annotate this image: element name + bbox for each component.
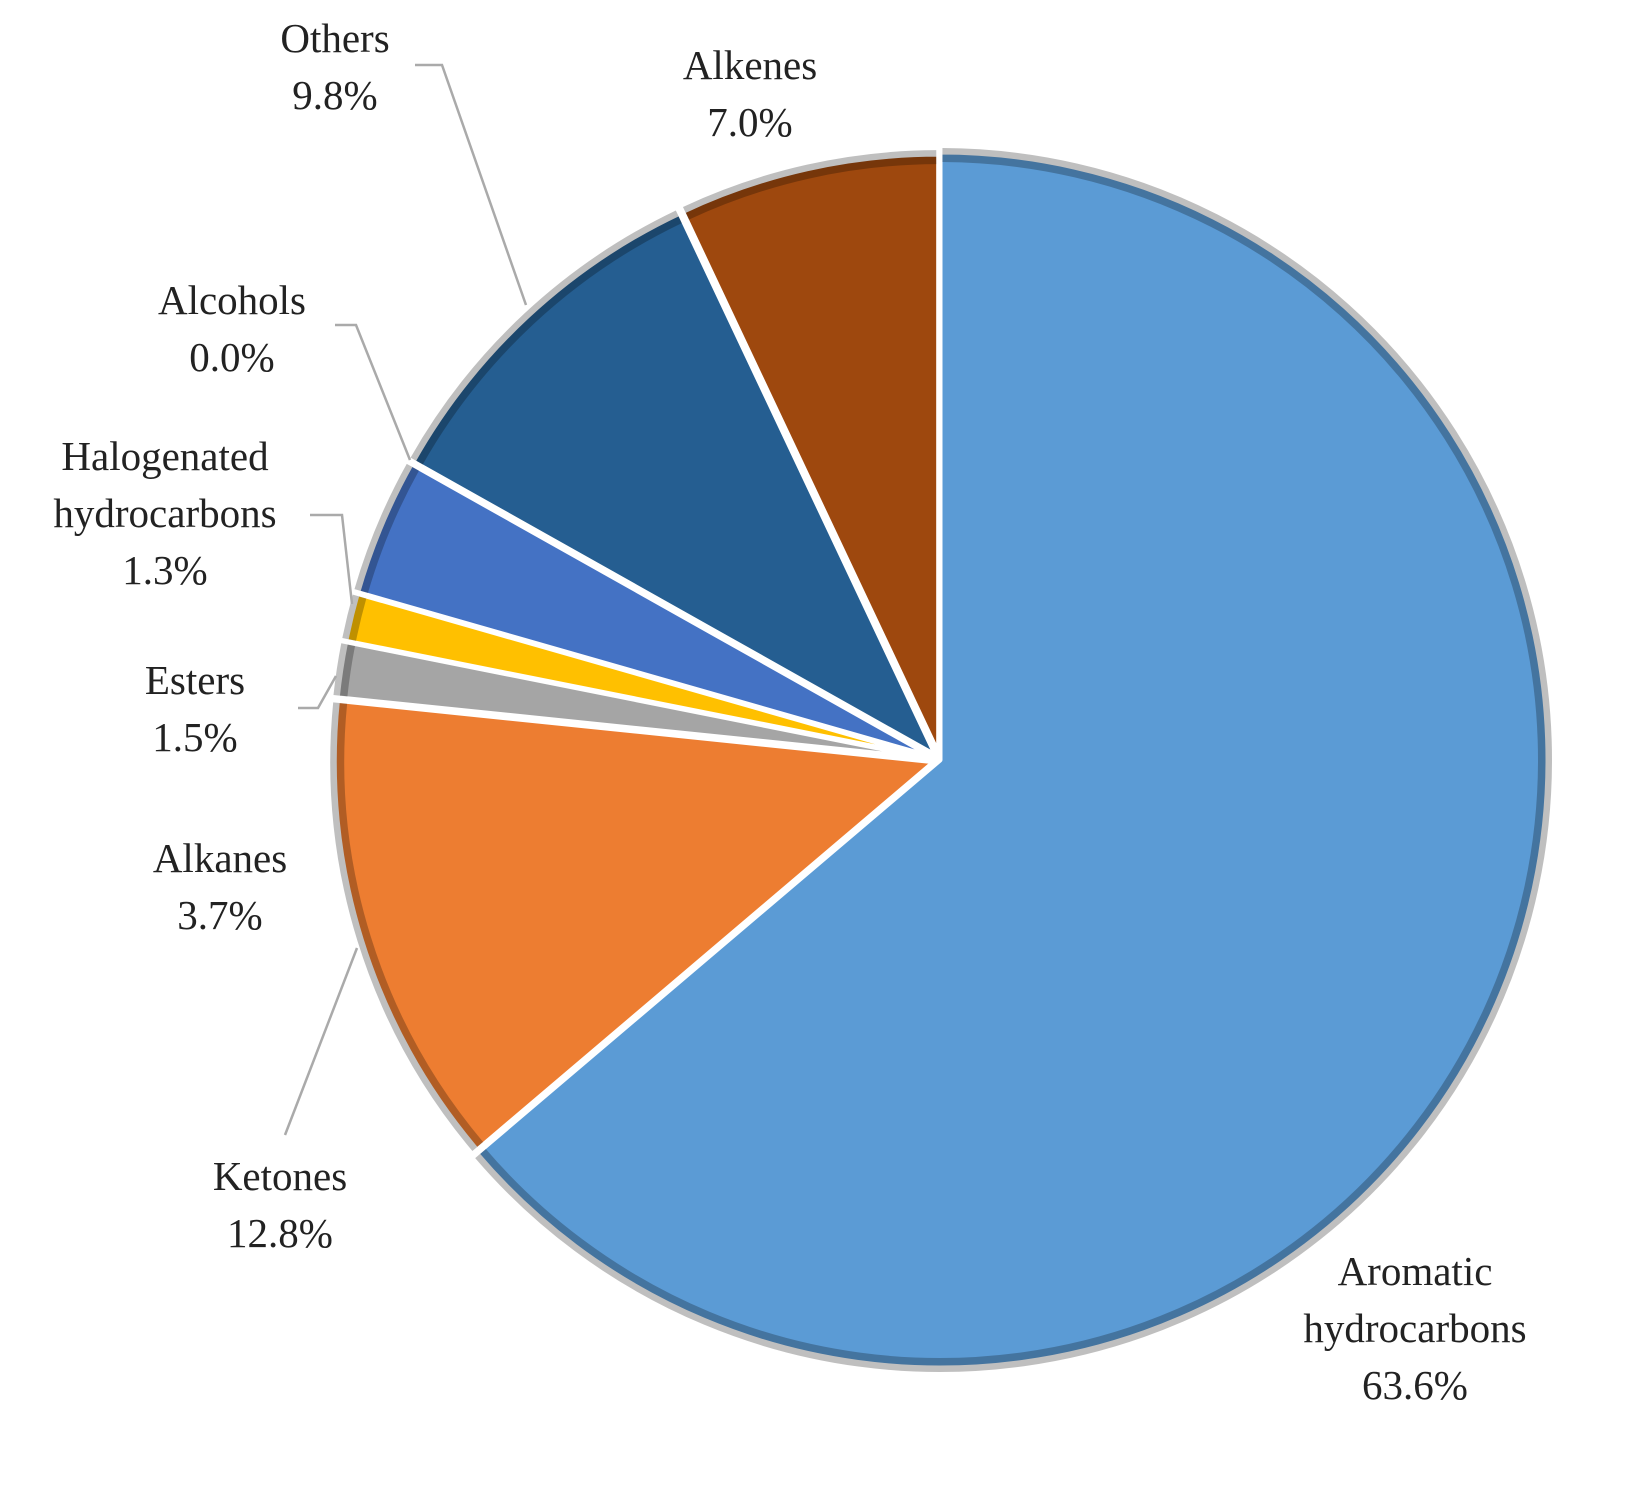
data-label: Others 9.8%: [235, 10, 435, 124]
pie-slice: [680, 151, 942, 757]
data-label: Alkanes 3.7%: [110, 830, 330, 944]
leader-line: [283, 947, 359, 1136]
slice-rim: [354, 463, 419, 594]
category-name: Alcohols: [157, 277, 307, 323]
value-label: 1.5%: [152, 714, 238, 760]
category-name: Ketones: [212, 1153, 348, 1199]
slice-rim: [333, 643, 356, 697]
pie-slice: [474, 149, 1551, 1371]
value-label: 0.0%: [189, 334, 275, 380]
category-name: Others: [280, 15, 390, 61]
value-label: 1.3%: [122, 547, 208, 593]
slice-rim: [410, 210, 682, 465]
value-label: 7.0%: [707, 99, 793, 145]
pie-slice: [331, 697, 937, 1153]
leader-line: [310, 513, 354, 605]
value-label: 3.7%: [177, 892, 263, 938]
pie-slice: [410, 210, 939, 759]
data-label: Ketones 12.8%: [160, 1148, 400, 1262]
leader-line: [335, 323, 412, 461]
data-label: Alkenes 7.0%: [640, 37, 860, 151]
category-name: Aromatic hydrocarbons: [1303, 1248, 1527, 1351]
value-label: 63.6%: [1362, 1362, 1468, 1408]
data-label: Halogenated hydrocarbons 1.3%: [15, 428, 315, 599]
data-label: Aromatic hydrocarbons 63.6%: [1255, 1243, 1575, 1414]
category-name: Halogenated hydrocarbons: [53, 433, 277, 536]
leader-line: [415, 63, 528, 306]
slice-rim: [342, 594, 367, 641]
value-label: 12.8%: [227, 1210, 333, 1256]
category-name: Alkanes: [152, 835, 288, 881]
category-name: Esters: [144, 657, 246, 703]
slice-rim: [682, 150, 937, 220]
slice-rim: [475, 148, 1552, 1372]
category-name: Alkenes: [682, 42, 818, 88]
leader-line: [298, 675, 338, 710]
data-label: Esters 1.5%: [95, 652, 295, 766]
data-label: Alcohols 0.0%: [122, 272, 342, 386]
slice-rim: [330, 702, 484, 1151]
value-label: 9.8%: [292, 72, 378, 118]
